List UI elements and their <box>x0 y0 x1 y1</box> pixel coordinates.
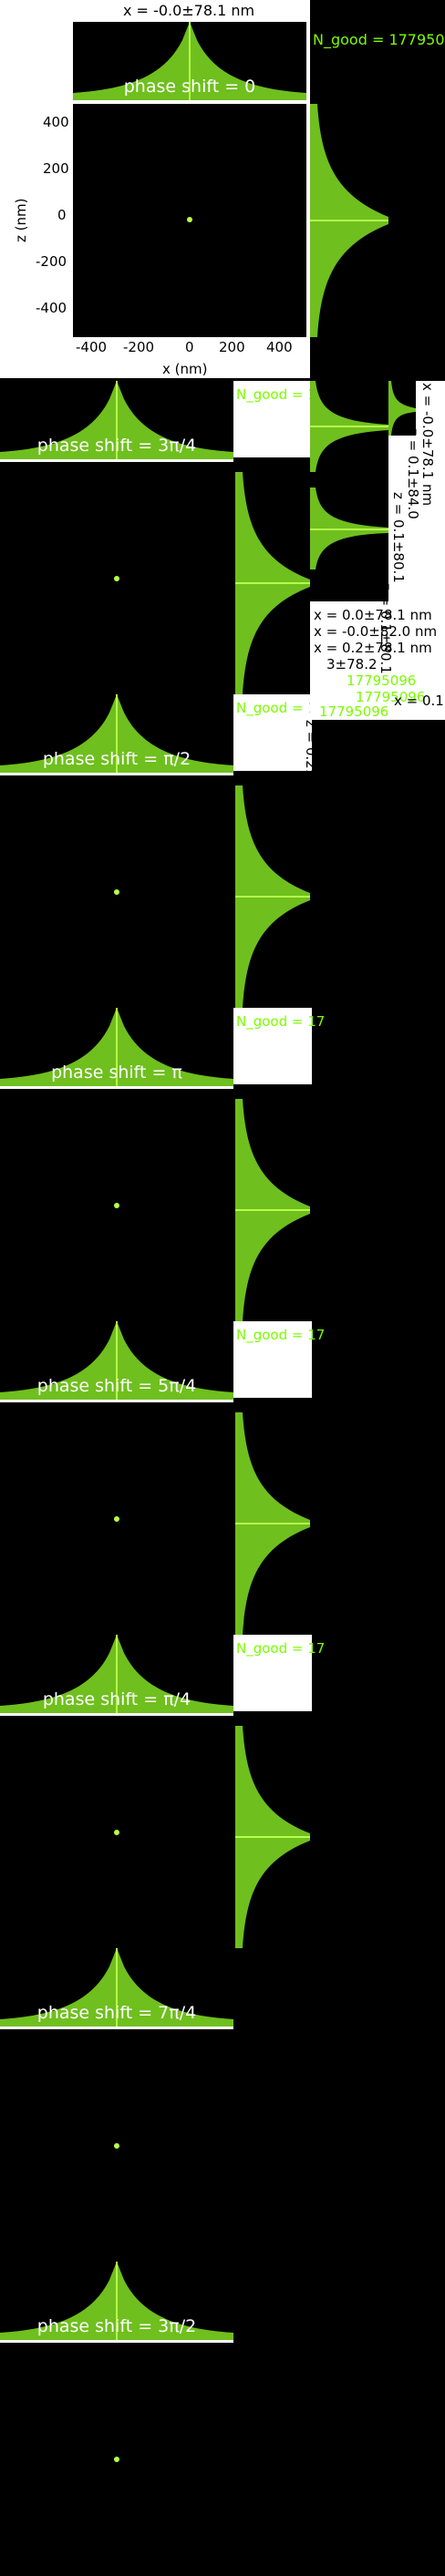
phase-label-0: phase shift = 0 <box>123 77 256 97</box>
divider-3 <box>0 1086 233 1089</box>
side-mini-panel-1 <box>310 381 388 472</box>
y-tick-neg200: -200 <box>36 253 67 270</box>
counter-box-4: N_good = 17 <box>233 1321 325 1398</box>
phase-label-6: phase shift = 7π/4 <box>36 2003 197 2023</box>
y-tick-neg400: -400 <box>36 300 67 316</box>
heatmap-4 <box>0 1402 233 1636</box>
hotspot <box>114 2143 119 2149</box>
main-heatmap <box>73 104 306 337</box>
z-profile-panel-3 <box>235 1099 310 1321</box>
heatmap-5 <box>0 1716 233 1949</box>
x-profile-panel-0: phase shift = 0 <box>73 22 306 100</box>
x-tick-400: 400 <box>266 339 293 355</box>
counter-box-1: N_good = 17 <box>233 381 325 457</box>
x-profile-svg-0 <box>73 22 306 100</box>
x-axis-label: x (nm) <box>162 361 208 377</box>
hotspot <box>114 1830 119 1835</box>
hotspot <box>187 217 192 222</box>
main-heatmap-svg <box>187 217 192 222</box>
x-profile-panel-6: phase shift = 7π/4 <box>0 1948 233 2027</box>
y-tick-0: 0 <box>57 207 67 223</box>
phase-label-3: phase shift = π <box>51 1062 182 1083</box>
side-mini-panel-2 <box>310 487 388 570</box>
x-profile-panel-2: phase shift = π/2 <box>0 694 233 773</box>
hotspot <box>114 1516 119 1522</box>
main-heatmap-frame <box>73 104 306 337</box>
z-profile-panel-4 <box>235 1412 310 1635</box>
divider-4 <box>0 1400 233 1402</box>
z-profile-panel-1 <box>235 472 310 694</box>
counter-box-5: N_good = 17 <box>233 1635 325 1711</box>
y-axis-label: z (nm) <box>13 198 29 242</box>
z-stat-label: z = 0.1±85.9 nm <box>390 173 407 291</box>
x-tick-neg400: -400 <box>76 339 108 355</box>
x-tick-neg200: -200 <box>123 339 155 355</box>
hotspot <box>114 576 119 581</box>
hotspot <box>114 1203 119 1208</box>
heatmap-6 <box>0 2029 233 2263</box>
z-profile-panel-5 <box>235 1726 310 1948</box>
divider-2 <box>0 773 233 775</box>
counter-box-2: N_good = 17 <box>233 694 325 771</box>
hotspot <box>114 889 119 895</box>
hotspot <box>114 2457 119 2462</box>
divider-5 <box>0 1713 233 1716</box>
side-rot-3: z = 0.1±80.1 <box>390 492 407 583</box>
divider-6 <box>0 2027 233 2029</box>
divider-1 <box>0 459 233 462</box>
phase-label-1: phase shift = 3π/4 <box>36 436 197 456</box>
x-profile-panel-7: phase shift = 3π/2 <box>0 2262 233 2340</box>
x-profile-panel-4: phase shift = 5π/4 <box>0 1321 233 1400</box>
x-profile-panel-3: phase shift = π <box>0 1008 233 1086</box>
x-tick-0: 0 <box>185 339 194 355</box>
n-good-label: N_good = 17795096 <box>313 31 445 48</box>
z-profile-svg-0 <box>310 104 388 337</box>
divider-7 <box>0 2340 233 2343</box>
z-profile-panel-0 <box>310 104 388 337</box>
heatmap-1 <box>0 462 233 695</box>
side-rot-2: z = 0.1±84.0 <box>405 428 421 519</box>
phase-label-4: phase shift = 5π/4 <box>36 1376 197 1396</box>
side-rot-1: x = -0.0±78.1 nm <box>419 383 436 507</box>
x-stat-title: x = -0.0±78.1 nm <box>123 2 255 19</box>
y-tick-200: 200 <box>43 160 69 177</box>
phase-label-5: phase shift = π/4 <box>42 1689 191 1709</box>
x-profile-panel-5: phase shift = π/4 <box>0 1635 233 1713</box>
y-tick-400: 400 <box>43 114 69 130</box>
heatmap-7 <box>0 2343 233 2576</box>
counter-box-3: N_good = 17 <box>233 1008 325 1084</box>
z-profile-panel-2 <box>235 785 310 1008</box>
heatmap-2 <box>0 775 233 1009</box>
x-profile-panel-1: phase shift = 3π/4 <box>0 381 233 459</box>
side-mini-panel-3 <box>388 381 416 436</box>
x-tick-200: 200 <box>219 339 245 355</box>
side-rot-5: z = 0.1±80.1 <box>378 583 394 674</box>
side-stat-extra: x = 0.1±80.1 <box>394 693 445 709</box>
n-all-label: N_all = 36000000 <box>313 0 444 17</box>
side-stats-block: x = 0.0±78.1 nm x = -0.0±82.0 nm x = 0.2… <box>310 601 445 720</box>
phase-label-2: phase shift = π/2 <box>42 749 191 769</box>
heatmap-3 <box>0 1089 233 1322</box>
phase-label-7: phase shift = 3π/2 <box>36 2316 197 2336</box>
